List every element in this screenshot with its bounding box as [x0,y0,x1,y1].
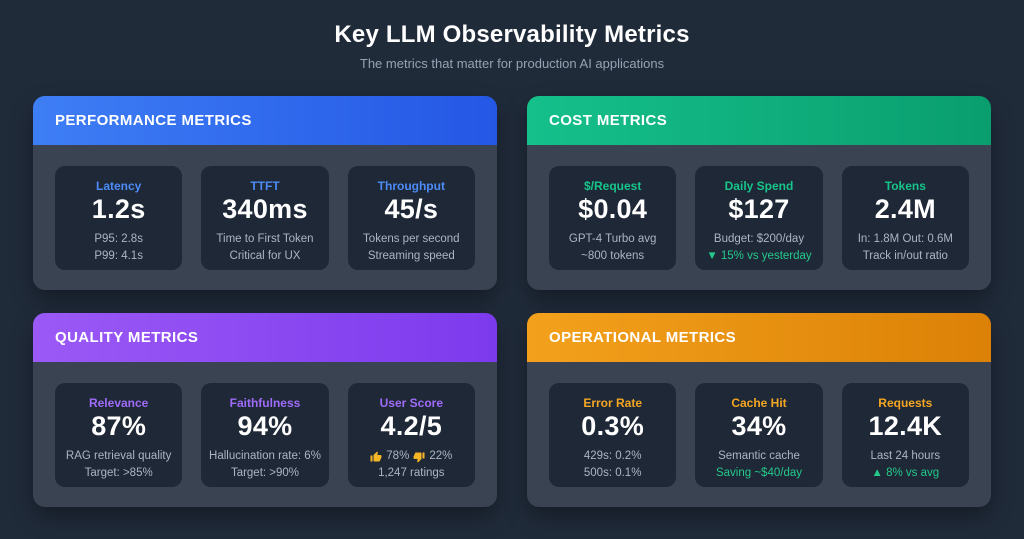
card-operational: OPERATIONAL METRICS Error Rate 0.3% 429s… [527,313,991,507]
metric-tile: Requests 12.4K Last 24 hours ▲ 8% vs avg [841,383,969,487]
metric-details: GPT-4 Turbo avg ~800 tokens [555,231,670,265]
card-header: PERFORMANCE METRICS [33,96,497,145]
metric-detail: RAG retrieval quality [65,450,172,462]
cards-grid: PERFORMANCE METRICS Latency 1.2s P95: 2.… [0,96,1024,507]
card-header: QUALITY METRICS [33,313,497,362]
tiles-row: Latency 1.2s P95: 2.8s P99: 4.1s TTFT 340… [33,145,497,290]
thumbs-down-percent: 22% [429,450,453,462]
thumbs-up-percent: 78% [386,450,410,462]
metric-detail: Streaming speed [367,250,455,262]
page-subtitle: The metrics that matter for production A… [359,56,665,71]
metric-detail: In: 1.8M Out: 0.6M [857,233,953,245]
metric-value: 12.4K [868,411,943,441]
metric-detail: Semantic cache [718,450,800,462]
metric-tile: Throughput 45/s Tokens per second Streami… [347,166,475,270]
metric-detail: Last 24 hours [870,450,941,462]
metric-detail: GPT-4 Turbo avg [568,233,657,245]
metric-details: Time to First Token Critical for UX [207,231,322,265]
metric-details: Budget: $200/day ▼ 15% vs yesterday [701,231,816,265]
metric-detail: 1,247 ratings [378,467,445,479]
metric-details: RAG retrieval quality Target: >85% [61,448,176,482]
metric-label: Cache Hit [731,396,787,410]
metric-details: Tokens per second Streaming speed [354,231,469,265]
tiles-row: Relevance 87% RAG retrieval quality Targe… [33,362,497,507]
metric-detail: Budget: $200/day [713,233,805,245]
card-quality: QUALITY METRICS Relevance 87% RAG retrie… [33,313,497,507]
metric-details: 78% 22% 1,247 ratings [354,448,469,482]
card-title: OPERATIONAL METRICS [549,329,737,346]
metric-detail: Hallucination rate: 6% [209,450,321,462]
metric-value: $0.04 [578,194,648,224]
metric-tile: Cache Hit 34% Semantic cache Saving ~$40/… [695,383,823,487]
metric-tile: Tokens 2.4M In: 1.8M Out: 0.6M Track in/o… [841,166,969,270]
metric-details: 429s: 0.2% 500s: 0.1% [555,448,670,482]
metric-value: 0.3% [581,411,645,441]
card-cost: COST METRICS $/Request $0.04 GPT-4 Turbo… [527,96,991,290]
metric-tile: Error Rate 0.3% 429s: 0.2% 500s: 0.1% [549,383,677,487]
metric-label: Throughput [377,179,445,193]
metric-label: Latency [95,179,142,193]
metric-detail: Target: >90% [230,467,300,479]
card-title: QUALITY METRICS [55,329,199,346]
metric-tile: Faithfulness 94% Hallucination rate: 6% T… [201,383,329,487]
dashboard: Key LLM Observability Metrics The metric… [0,20,1024,507]
metric-label: Error Rate [583,396,642,410]
metric-detail: Target: >85% [84,467,153,479]
metric-label: Tokens [884,179,926,193]
card-title: COST METRICS [549,112,668,129]
metric-value: 1.2s [91,194,146,224]
metric-tile: Latency 1.2s P95: 2.8s P99: 4.1s [55,166,183,270]
metric-label: Requests [878,396,933,410]
metric-tile: User Score 4.2/5 78% 22% 1,247 ratings [347,383,475,487]
metric-detail: Critical for UX [229,250,301,262]
card-title: PERFORMANCE METRICS [55,112,252,129]
page-title: Key LLM Observability Metrics [334,21,690,48]
metric-value: 340ms [222,194,308,224]
metric-value: 2.4M [874,194,936,224]
metric-tile: Relevance 87% RAG retrieval quality Targe… [55,383,183,487]
metric-value: 34% [731,411,787,441]
card-header: OPERATIONAL METRICS [527,313,991,362]
metric-label: Daily Spend [724,179,794,193]
rating-breakdown: 78% 22% [354,448,469,465]
metric-label: Faithfulness [229,396,301,410]
metric-value: $127 [728,194,790,224]
metric-value: 4.2/5 [380,411,443,441]
metric-tile: $/Request $0.04 GPT-4 Turbo avg ~800 toke… [549,166,677,270]
metric-detail: ▼ 15% vs yesterday [706,250,812,262]
metric-details: Semantic cache Saving ~$40/day [701,448,816,482]
metric-detail: P95: 2.8s [94,233,143,245]
metric-tile: Daily Spend $127 Budget: $200/day ▼ 15% v… [695,166,823,270]
metric-label: Relevance [88,396,149,410]
metric-details: Hallucination rate: 6% Target: >90% [207,448,322,482]
metric-detail: Saving ~$40/day [715,467,802,479]
metric-label: User Score [379,396,443,410]
tiles-row: $/Request $0.04 GPT-4 Turbo avg ~800 toke… [527,145,991,290]
tiles-row: Error Rate 0.3% 429s: 0.2% 500s: 0.1% Cac… [527,362,991,507]
metric-detail: Track in/out ratio [862,250,948,262]
card-performance: PERFORMANCE METRICS Latency 1.2s P95: 2.… [33,96,497,290]
metric-detail: Time to First Token [216,233,314,245]
card-header: COST METRICS [527,96,991,145]
metric-details: In: 1.8M Out: 0.6M Track in/out ratio [848,231,963,265]
metric-detail: 500s: 0.1% [583,467,642,479]
metric-detail: Tokens per second [363,233,460,245]
metric-tile: TTFT 340ms Time to First Token Critical f… [201,166,329,270]
thumbs-down-icon [413,452,425,462]
metric-detail: 429s: 0.2% [583,450,642,462]
metric-value: 87% [91,411,147,441]
metric-details: P95: 2.8s P99: 4.1s [61,231,176,265]
metric-details: Last 24 hours ▲ 8% vs avg [848,448,963,482]
metric-detail: P99: 4.1s [94,250,143,262]
metric-value: 45/s [384,194,439,224]
metric-detail: ▲ 8% vs avg [871,467,940,479]
metric-detail: ~800 tokens [581,250,645,262]
metric-value: 94% [237,411,293,441]
thumbs-up-icon [370,451,382,461]
metric-label: TTFT [250,179,280,193]
metric-label: $/Request [583,179,642,193]
